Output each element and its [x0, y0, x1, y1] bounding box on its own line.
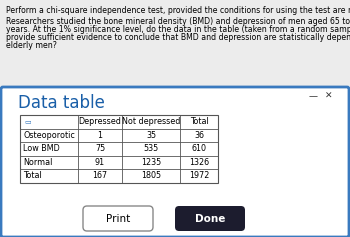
Text: provide sufficient evidence to conclude that BMD and depression are statisticall: provide sufficient evidence to conclude …: [6, 33, 350, 42]
Text: Perform a chi-square independence test, provided the conditions for using the te: Perform a chi-square independence test, …: [6, 6, 350, 15]
Text: Done: Done: [195, 214, 225, 223]
Text: 535: 535: [144, 144, 159, 153]
Text: —: —: [309, 92, 318, 101]
Text: 1: 1: [98, 131, 103, 140]
Text: Normal: Normal: [23, 158, 52, 167]
FancyBboxPatch shape: [1, 87, 349, 237]
Text: ▭: ▭: [24, 119, 31, 125]
FancyBboxPatch shape: [175, 206, 245, 231]
Text: 1805: 1805: [141, 171, 161, 180]
Text: Total: Total: [190, 117, 208, 126]
Text: 1326: 1326: [189, 158, 209, 167]
Text: 610: 610: [191, 144, 206, 153]
Text: 35: 35: [146, 131, 156, 140]
Text: ✕: ✕: [325, 92, 332, 101]
Text: Not depressed: Not depressed: [122, 117, 180, 126]
Text: 91: 91: [95, 158, 105, 167]
Text: 36: 36: [194, 131, 204, 140]
FancyBboxPatch shape: [83, 206, 153, 231]
Text: 1972: 1972: [189, 171, 209, 180]
Text: Data table: Data table: [18, 94, 105, 112]
Text: years. At the 1% significance level, do the data in the table (taken from a rand: years. At the 1% significance level, do …: [6, 25, 350, 34]
Text: Total: Total: [23, 171, 42, 180]
Text: Low BMD: Low BMD: [23, 144, 60, 153]
Text: elderly men?: elderly men?: [6, 41, 57, 50]
Bar: [20, 115, 218, 182]
Text: Print: Print: [106, 214, 130, 223]
Text: Osteoporotic: Osteoporotic: [23, 131, 75, 140]
Text: 75: 75: [95, 144, 105, 153]
Text: Depressed: Depressed: [78, 117, 121, 126]
Text: Researchers studied the bone mineral density (BMD) and depression of men aged 65: Researchers studied the bone mineral den…: [6, 17, 350, 26]
Text: 1235: 1235: [141, 158, 161, 167]
Text: 167: 167: [92, 171, 107, 180]
